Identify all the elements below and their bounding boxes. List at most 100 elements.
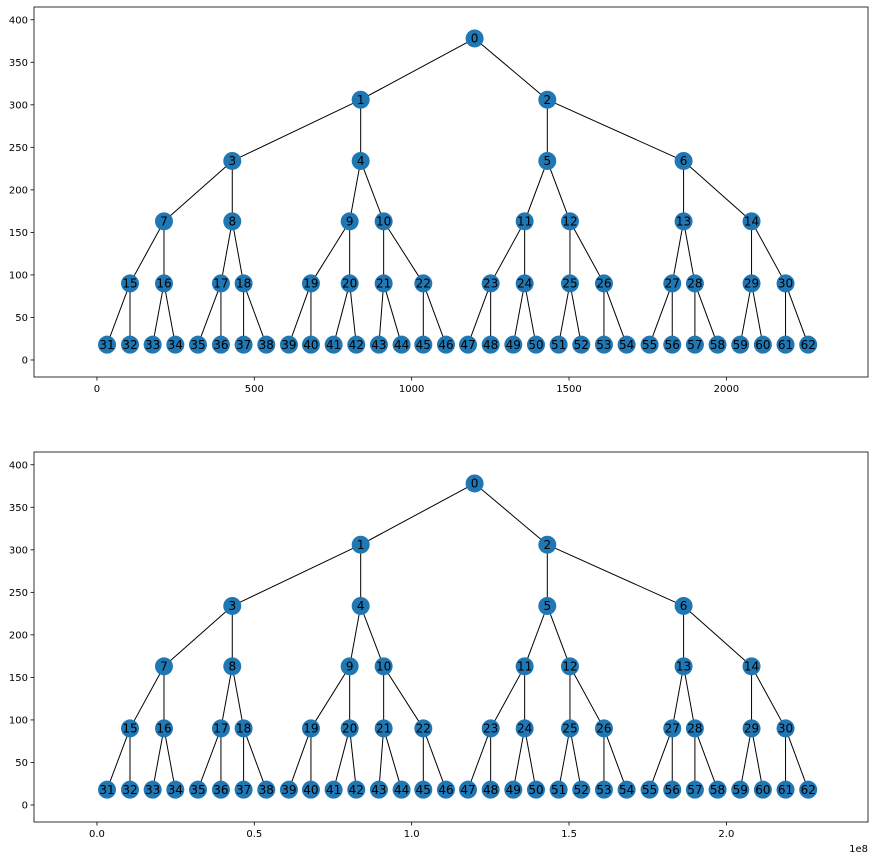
tree-node-label: 23 bbox=[483, 722, 498, 736]
tree-edge bbox=[243, 728, 267, 790]
tree-node-label: 34 bbox=[168, 338, 183, 352]
tree-node bbox=[776, 335, 795, 354]
tree-edge bbox=[197, 728, 222, 790]
y-tick-label: 350 bbox=[9, 58, 28, 69]
tree-node-label: 18 bbox=[236, 277, 251, 291]
tree-node bbox=[504, 335, 523, 354]
tree-edge bbox=[558, 283, 571, 345]
tree-edge bbox=[524, 283, 537, 345]
tree-node bbox=[120, 274, 139, 293]
tree-edge bbox=[288, 283, 312, 345]
tree-node bbox=[674, 212, 693, 231]
tree-node-label: 35 bbox=[190, 783, 205, 797]
tree-node-label: 50 bbox=[528, 338, 543, 352]
tree-edge bbox=[349, 728, 357, 790]
tree-edge bbox=[288, 728, 312, 790]
tree-node-label: 39 bbox=[281, 338, 296, 352]
tree-node bbox=[347, 335, 366, 354]
tree-node bbox=[154, 719, 173, 738]
tree-node bbox=[708, 780, 727, 799]
tree-node bbox=[663, 274, 682, 293]
tree-node-label: 42 bbox=[349, 783, 364, 797]
tree-node-label: 38 bbox=[259, 338, 274, 352]
tree-edge bbox=[422, 728, 447, 790]
tree-edge bbox=[694, 283, 719, 345]
y-tick-label: 250 bbox=[9, 143, 28, 154]
tree-node bbox=[188, 335, 207, 354]
tree-node bbox=[465, 474, 484, 493]
tree-node bbox=[223, 151, 242, 170]
tree-edge bbox=[333, 728, 351, 790]
y-tick-label: 200 bbox=[9, 630, 28, 641]
tree-node-label: 10 bbox=[376, 660, 391, 674]
tree-node bbox=[572, 780, 591, 799]
tree-node-label: 9 bbox=[346, 215, 354, 229]
tree-edge bbox=[232, 99, 361, 162]
tree-edge bbox=[383, 728, 403, 790]
tree-node bbox=[560, 657, 579, 676]
tree-node-label: 17 bbox=[213, 722, 228, 736]
tree-node bbox=[799, 780, 818, 799]
tree-node bbox=[685, 719, 704, 738]
tree-edge bbox=[490, 666, 526, 729]
x-tick-label: 0.0 bbox=[89, 829, 105, 840]
tree-node bbox=[515, 274, 534, 293]
x-offset-label: 1e8 bbox=[849, 844, 868, 855]
tree-node-label: 17 bbox=[213, 277, 228, 291]
tree-node bbox=[776, 719, 795, 738]
tree-edge bbox=[378, 728, 385, 790]
tree-node-label: 6 bbox=[680, 599, 688, 613]
tree-node bbox=[223, 212, 242, 231]
tree-node-label: 18 bbox=[236, 722, 251, 736]
tree-node-label: 49 bbox=[506, 338, 521, 352]
tree-node-label: 5 bbox=[543, 154, 551, 168]
tree-node bbox=[279, 780, 298, 799]
tree-edge bbox=[546, 605, 571, 667]
tree-edge bbox=[569, 221, 605, 284]
tree-node bbox=[594, 335, 613, 354]
tree-edge bbox=[378, 283, 385, 345]
tree-edge bbox=[474, 38, 548, 101]
tree-edge bbox=[512, 728, 526, 790]
tree-node-label: 59 bbox=[733, 338, 748, 352]
tree-edge bbox=[163, 728, 176, 790]
tree-node bbox=[414, 719, 433, 738]
tree-node bbox=[143, 335, 162, 354]
tree-node bbox=[347, 780, 366, 799]
tree-node bbox=[538, 535, 557, 554]
tree-node bbox=[465, 29, 484, 48]
axes-frame bbox=[33, 6, 869, 378]
tree-node-label: 21 bbox=[376, 722, 391, 736]
tree-node-label: 58 bbox=[710, 783, 725, 797]
tree-node bbox=[340, 657, 359, 676]
tree-node-label: 44 bbox=[394, 783, 409, 797]
y-tick-label: 300 bbox=[9, 100, 28, 111]
tree-edge bbox=[751, 283, 764, 345]
tree-edge bbox=[524, 160, 548, 222]
tree-node bbox=[120, 719, 139, 738]
tree-node bbox=[211, 719, 230, 738]
tree-node bbox=[392, 335, 411, 354]
tree-node-label: 20 bbox=[342, 722, 357, 736]
tree-node-label: 16 bbox=[156, 277, 171, 291]
tree-node bbox=[538, 151, 557, 170]
tree-node bbox=[560, 212, 579, 231]
tree-edge bbox=[383, 666, 424, 729]
tree-node bbox=[374, 274, 393, 293]
tree-subplot-top: 0 500 1000 1500 2000050100150200250300350400… bbox=[9, 6, 869, 395]
tree-edge bbox=[349, 605, 362, 667]
tree-node bbox=[685, 335, 704, 354]
tree-node-label: 22 bbox=[416, 722, 431, 736]
tree-node bbox=[374, 212, 393, 231]
tree-edge bbox=[220, 221, 233, 284]
tree-node-label: 47 bbox=[460, 338, 475, 352]
tree-node-label: 30 bbox=[778, 277, 793, 291]
tree-node-label: 22 bbox=[416, 277, 431, 291]
tree-edge bbox=[683, 605, 752, 667]
tree-edge bbox=[751, 666, 786, 729]
tree-node-label: 56 bbox=[665, 338, 680, 352]
tree-node bbox=[776, 780, 795, 799]
tree-edge bbox=[649, 728, 673, 790]
tree-node bbox=[154, 274, 173, 293]
